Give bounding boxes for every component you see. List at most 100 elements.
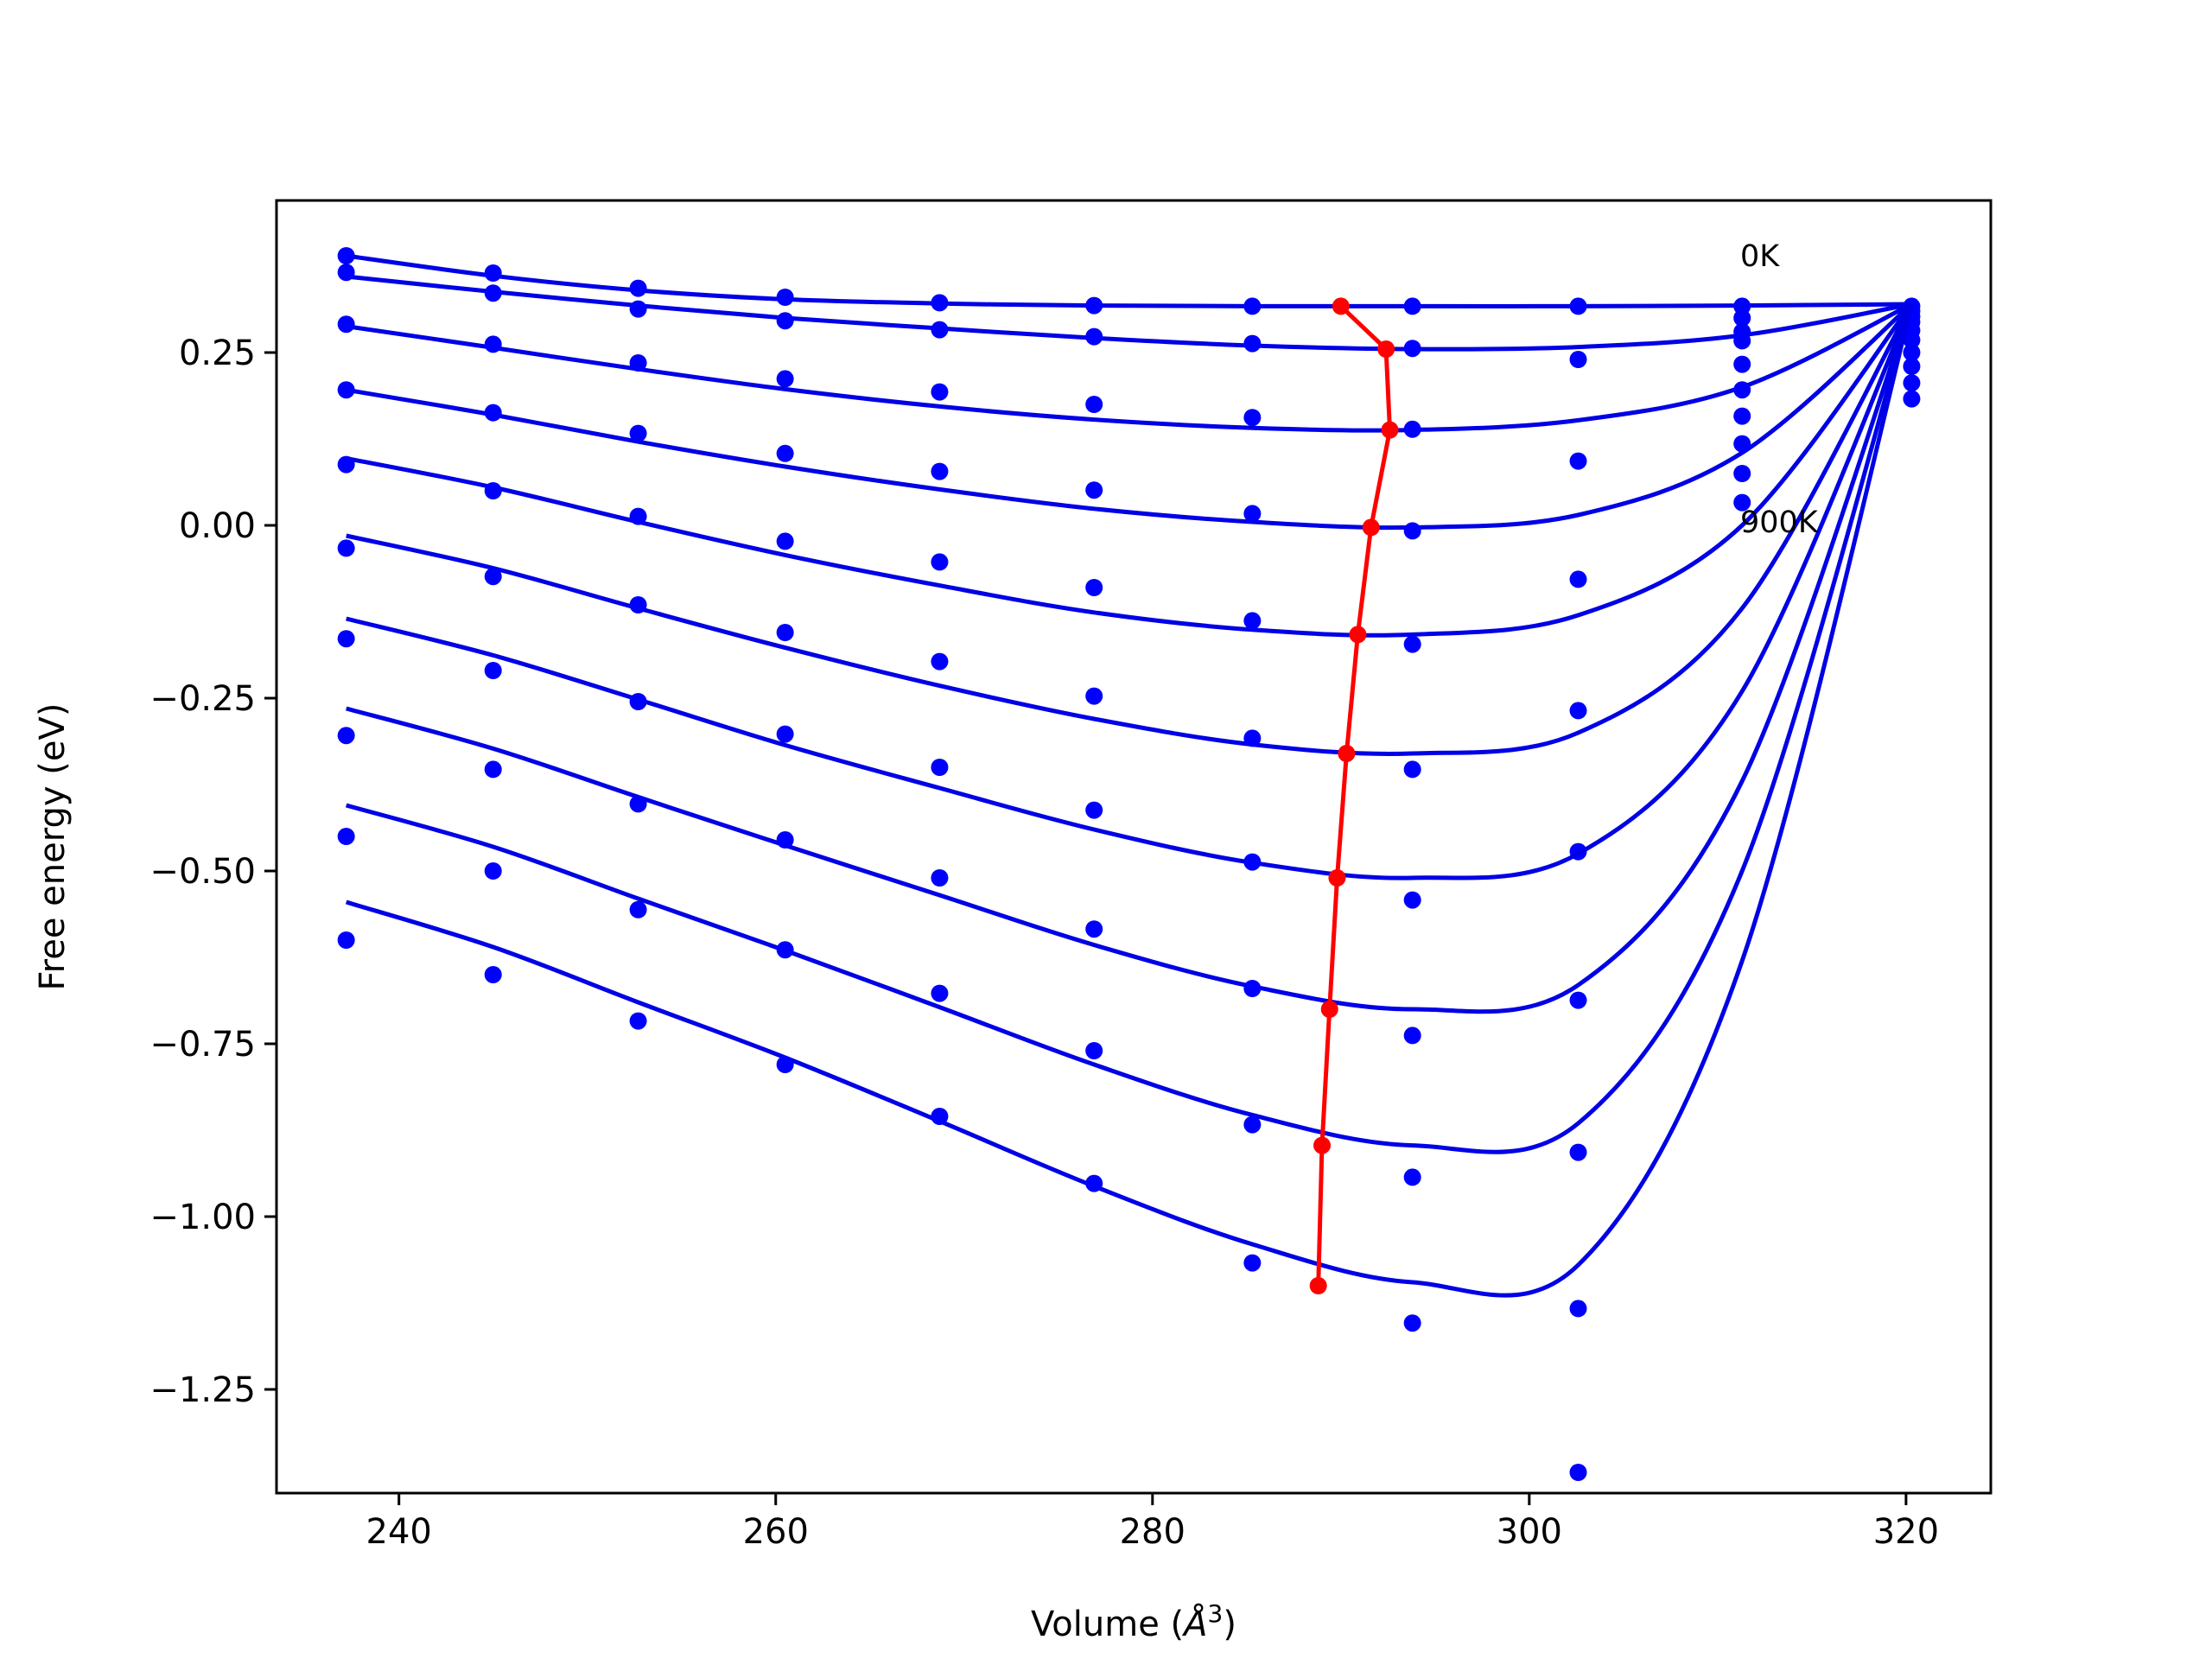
data-point xyxy=(629,693,647,710)
minimum-point xyxy=(1320,1001,1338,1018)
data-point xyxy=(1569,1300,1587,1318)
data-point xyxy=(776,941,794,959)
data-point xyxy=(484,760,502,779)
data-point xyxy=(484,662,502,679)
data-point xyxy=(484,264,502,282)
data-point xyxy=(1733,465,1751,482)
data-point xyxy=(484,966,502,983)
data-point xyxy=(1403,297,1421,315)
data-point xyxy=(1085,1042,1103,1059)
y-tick-label: −0.75 xyxy=(149,1025,256,1065)
data-point xyxy=(1569,452,1587,470)
x-tick-label: 280 xyxy=(1120,1512,1185,1552)
data-point xyxy=(1085,327,1103,346)
y-tick-label: −1.25 xyxy=(149,1370,256,1410)
data-point xyxy=(1733,435,1751,453)
data-point xyxy=(1569,351,1587,368)
data-point xyxy=(1243,1254,1262,1272)
data-point xyxy=(776,312,794,330)
series-7 xyxy=(337,303,1921,1161)
y-tick-label: −0.50 xyxy=(149,852,256,892)
data-point xyxy=(629,279,647,297)
data-point xyxy=(484,284,502,302)
data-point xyxy=(1569,702,1587,720)
fit-curve xyxy=(346,302,1914,880)
data-point xyxy=(1733,407,1751,425)
plot-frame xyxy=(275,199,1993,1495)
data-point xyxy=(776,370,794,388)
data-point xyxy=(776,624,794,641)
data-point xyxy=(1569,1143,1587,1161)
data-point xyxy=(337,630,355,648)
data-point xyxy=(1403,1168,1421,1186)
data-point xyxy=(1085,920,1103,938)
data-point xyxy=(776,725,794,743)
data-point xyxy=(629,507,647,525)
fit-curve xyxy=(345,303,1914,1298)
minimum-point xyxy=(1338,745,1356,762)
data-point xyxy=(776,444,794,462)
data-point xyxy=(1243,505,1262,523)
data-point xyxy=(931,383,949,401)
fit-curve xyxy=(346,302,1914,531)
data-point xyxy=(1085,579,1103,596)
data-point xyxy=(629,300,647,318)
data-point xyxy=(1243,612,1262,630)
data-point xyxy=(776,831,794,849)
fit-curve xyxy=(346,302,1913,433)
data-point xyxy=(1243,1116,1262,1134)
annotation-layer: 0K 900K xyxy=(1740,239,1819,540)
data-point xyxy=(484,482,502,499)
data-point xyxy=(1733,493,1751,512)
data-point xyxy=(776,532,794,550)
data-point xyxy=(484,335,502,353)
data-point xyxy=(1903,358,1921,375)
data-point xyxy=(629,900,647,918)
y-tick-label: 0.25 xyxy=(179,334,256,373)
temperature-annotation: 0K xyxy=(1740,239,1780,274)
data-point xyxy=(337,315,355,334)
x-axis-ticks: 240 260 280 300 320 xyxy=(366,1493,1939,1552)
fit-curve xyxy=(346,302,1914,638)
data-point xyxy=(931,553,949,571)
data-point xyxy=(1569,991,1587,1009)
temperature-annotation: 900K xyxy=(1740,505,1819,540)
data-point xyxy=(1085,801,1103,819)
data-point xyxy=(484,404,502,422)
minimum-point xyxy=(1332,297,1350,315)
data-point xyxy=(629,596,647,613)
data-point xyxy=(1569,297,1587,315)
data-point xyxy=(776,289,794,306)
data-point xyxy=(1903,374,1921,392)
fit-curve xyxy=(346,302,1914,756)
data-point xyxy=(1243,297,1262,315)
x-axis-label: Volume (Å3) xyxy=(1031,1599,1236,1645)
data-point xyxy=(1733,309,1751,327)
series-5 xyxy=(337,302,1921,861)
data-point xyxy=(1243,853,1262,871)
x-tick-label: 320 xyxy=(1873,1512,1939,1552)
data-point xyxy=(931,321,949,339)
x-tick-label: 240 xyxy=(366,1512,432,1552)
y-tick-label: −0.25 xyxy=(149,679,256,719)
data-point xyxy=(1733,332,1751,350)
minimum-point xyxy=(1328,869,1346,887)
data-point xyxy=(1903,331,1921,349)
data-point xyxy=(484,862,502,880)
data-point xyxy=(1733,355,1751,373)
series-9 xyxy=(337,303,1921,1481)
data-point xyxy=(1243,334,1262,353)
y-tick-label: −1.00 xyxy=(149,1198,256,1237)
data-point xyxy=(337,264,355,282)
y-axis-ticks: 0.25 0.00 −0.25 −0.50 −0.75 −1.00 −1.25 xyxy=(149,334,276,1410)
data-point xyxy=(931,984,949,1002)
data-point xyxy=(1403,635,1421,653)
data-point xyxy=(931,652,949,671)
data-point xyxy=(629,424,647,442)
data-point xyxy=(337,247,355,264)
series-6 xyxy=(337,302,1921,1009)
data-point xyxy=(1243,729,1262,747)
series-1 xyxy=(337,264,1921,368)
data-point xyxy=(629,1012,647,1030)
